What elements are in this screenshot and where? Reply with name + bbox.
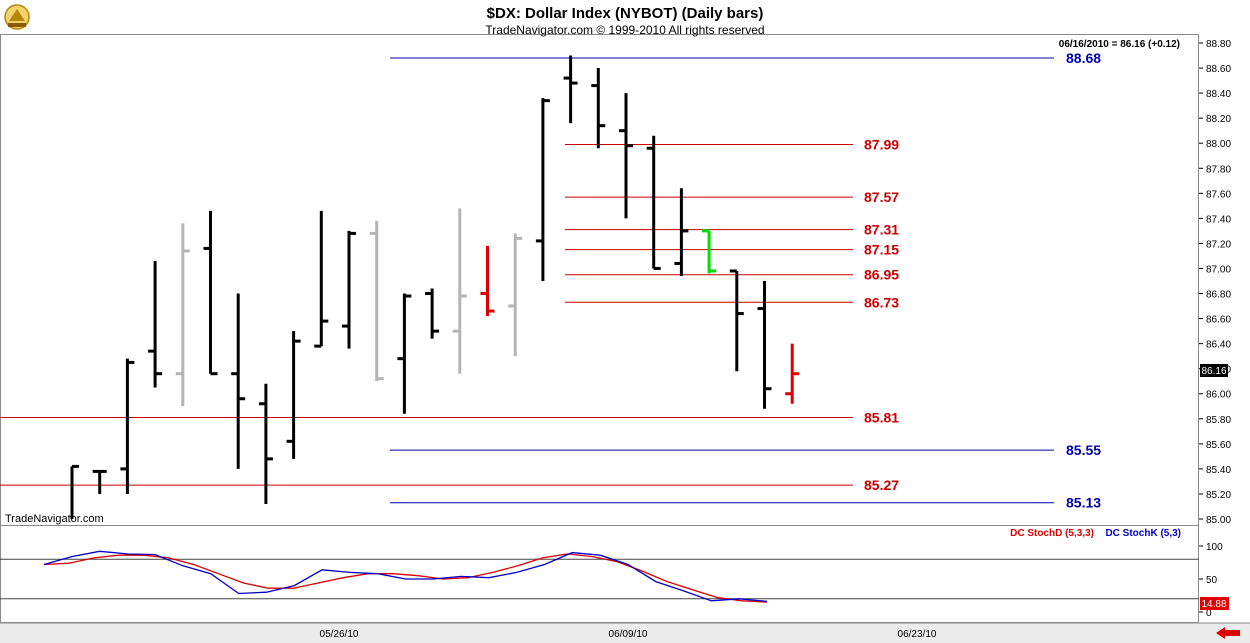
ohlc-bar bbox=[314, 210, 329, 348]
ohlc-bar bbox=[120, 358, 135, 494]
level-label: 87.99 bbox=[864, 136, 899, 152]
ohlc-bar bbox=[785, 343, 800, 404]
price-tick-label: 88.80 bbox=[1206, 39, 1231, 50]
price-tick-label: 87.40 bbox=[1206, 214, 1231, 225]
level-label: 85.27 bbox=[864, 477, 899, 493]
level-label: 85.55 bbox=[1066, 442, 1101, 458]
stoch-tick-label: 100 bbox=[1206, 542, 1223, 553]
level-label: 87.31 bbox=[864, 222, 899, 238]
date-label-1: 05/26/10 bbox=[320, 629, 359, 640]
stoch-last-value-marker: 14.88 bbox=[1200, 597, 1229, 610]
level-label: 87.57 bbox=[864, 189, 899, 205]
date-axis-strip bbox=[0, 623, 1250, 643]
stoch-tick-label: 50 bbox=[1206, 575, 1218, 586]
ohlc-bars bbox=[70, 55, 800, 519]
ohlc-bar bbox=[148, 260, 163, 388]
price-tick-label: 88.00 bbox=[1206, 139, 1231, 150]
level-label: 85.81 bbox=[864, 410, 899, 426]
ohlc-bar bbox=[563, 55, 578, 124]
price-tick-label: 87.20 bbox=[1206, 239, 1231, 250]
scroll-right-button[interactable] bbox=[1212, 626, 1244, 641]
level-label: 87.15 bbox=[864, 242, 899, 258]
ohlc-bar bbox=[92, 469, 107, 494]
ohlc-bar bbox=[175, 223, 190, 407]
ohlc-bar bbox=[342, 230, 356, 349]
price-tick-label: 85.80 bbox=[1206, 415, 1231, 426]
trade-navigator-logo bbox=[4, 4, 30, 30]
price-tick-label: 86.80 bbox=[1206, 290, 1231, 301]
price-tick-label: 88.20 bbox=[1206, 114, 1231, 125]
last-price-label: 86.16 bbox=[1201, 366, 1226, 377]
level-label: 88.68 bbox=[1066, 50, 1101, 66]
ohlc-bar bbox=[425, 288, 440, 339]
price-tick-label: 85.60 bbox=[1206, 440, 1231, 451]
date-label-3: 06/23/10 bbox=[898, 629, 937, 640]
arrow-left-icon[interactable] bbox=[1216, 627, 1240, 639]
level-label: 86.95 bbox=[864, 267, 899, 283]
ohlc-bar bbox=[70, 464, 79, 519]
ohlc-bar bbox=[674, 188, 689, 276]
date-label-2: 06/09/10 bbox=[609, 629, 648, 640]
watermark-text: TradeNavigator.com bbox=[5, 513, 104, 525]
stoch-series-line bbox=[43, 550, 768, 603]
price-tick-label: 85.40 bbox=[1206, 465, 1231, 476]
stoch-last-value-box bbox=[1200, 597, 1229, 610]
price-tick-label: 88.40 bbox=[1206, 89, 1231, 100]
ohlc-bar bbox=[480, 245, 495, 317]
ohlc-bar bbox=[452, 208, 467, 374]
last-price-marker: 86.16 bbox=[1200, 364, 1228, 377]
price-tick-label: 85.00 bbox=[1206, 515, 1231, 526]
chart-title: $DX: Dollar Index (NYBOT) (Daily bars) bbox=[487, 5, 764, 22]
level-label: 86.73 bbox=[864, 294, 899, 310]
price-axis: 88.80 88.60 88.40 88.20 88.00 87.80 87.60 87.40… bbox=[1199, 39, 1231, 526]
ohlc-bar bbox=[258, 383, 273, 504]
price-tick-label: 86.60 bbox=[1206, 315, 1231, 326]
stochastic-axis: 100 50 0 bbox=[0, 542, 1223, 619]
chart-subtitle: TradeNavigator.com © 1999-2010 All right… bbox=[485, 23, 764, 37]
price-tick-label: 87.60 bbox=[1206, 189, 1231, 200]
ohlc-bar bbox=[591, 68, 606, 149]
stoch-tick-label: 0 bbox=[1206, 608, 1212, 619]
ohlc-bar bbox=[286, 331, 301, 459]
price-tick-label: 86.40 bbox=[1206, 340, 1231, 351]
ohlc-bar bbox=[646, 135, 661, 270]
price-tick-label: 88.60 bbox=[1206, 64, 1231, 75]
ohlc-bar bbox=[535, 98, 550, 281]
ohlc-bar bbox=[729, 269, 744, 372]
quote-readout: 06/16/2010 = 86.16 (+0.12) bbox=[1059, 39, 1180, 50]
ohlc-bar bbox=[369, 220, 384, 382]
support-resistance-levels: 88.68 87.99 87.57 87.31 87.15 86.95 86.73 85.81… bbox=[0, 50, 1101, 511]
ohlc-bar bbox=[702, 229, 717, 274]
price-tick-label: 87.00 bbox=[1206, 264, 1231, 275]
ohlc-bar bbox=[397, 293, 412, 414]
stoch-last-value-label: 14.88 bbox=[1201, 599, 1226, 610]
stoch-series-line bbox=[43, 553, 768, 603]
ohlc-bar bbox=[619, 93, 633, 219]
price-tick-label: 85.20 bbox=[1206, 490, 1231, 501]
legend-stochd: DC StochD (5,3,3) bbox=[1010, 528, 1094, 539]
ohlc-bar bbox=[231, 293, 246, 469]
price-tick-label: 87.80 bbox=[1206, 164, 1231, 175]
ohlc-bar bbox=[757, 281, 772, 409]
last-price-box bbox=[1200, 364, 1228, 377]
stochastic-lines bbox=[43, 550, 768, 603]
legend-stochk: DC StochK (5,3) bbox=[1105, 528, 1181, 539]
price-tick-label: 86.00 bbox=[1206, 390, 1231, 401]
ohlc-bar bbox=[203, 210, 218, 376]
level-label: 85.13 bbox=[1066, 495, 1101, 511]
ohlc-bar bbox=[508, 233, 523, 357]
